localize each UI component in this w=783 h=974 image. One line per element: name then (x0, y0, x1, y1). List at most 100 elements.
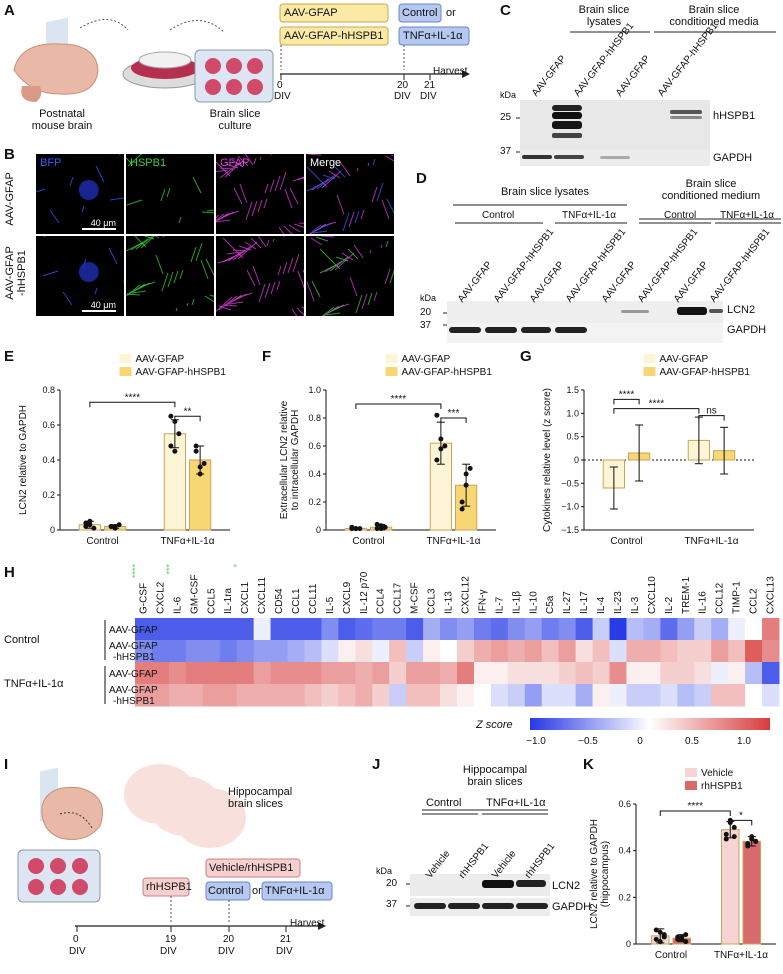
y-tick-label: 0.8 (42, 385, 55, 395)
data-point (731, 824, 737, 830)
data-point (467, 465, 473, 471)
data-point (438, 446, 444, 452)
panel-i-schematic (17, 764, 333, 932)
heatmap-column-label: CCL1 (291, 588, 302, 614)
c-marker-37: 37 (500, 146, 512, 157)
heatmap-cell (541, 618, 560, 641)
i-day-20: 20 (223, 934, 235, 945)
heatmap-cell (524, 684, 543, 707)
multiwell-plate-icon (194, 49, 274, 103)
heatmap-cell (389, 618, 407, 641)
significance-label: **** (619, 389, 635, 400)
y-tick-label: 1.5 (566, 385, 579, 395)
heatmap-row-label: -hHSPB1 (113, 652, 155, 663)
heatmap-cell (202, 662, 221, 685)
heatmap-cell (473, 662, 492, 685)
data-point (108, 524, 114, 529)
heatmap-star: *** (164, 564, 174, 575)
panel-c-blot (516, 31, 776, 166)
heatmap-cell (135, 618, 153, 641)
heatmap-cell (270, 684, 289, 707)
heatmap-cell (762, 684, 780, 707)
heatmap-column-label: CCL4 (376, 588, 387, 614)
heatmap-cell (168, 662, 187, 685)
brain-slices-icon (124, 764, 246, 848)
c-group1: Brain slice lysates (578, 4, 630, 28)
heatmap-cell (575, 618, 594, 641)
heatmap-cell (473, 618, 492, 641)
tnf-box (261, 881, 333, 901)
j-marker-37: 37 (386, 899, 398, 910)
data-point (349, 524, 355, 530)
heatmap-column-label: IL-3 (630, 596, 641, 614)
heatmap-cell (762, 618, 780, 641)
heatmap-cell (609, 684, 627, 707)
heatmap-cell (490, 684, 509, 707)
y-tick-label: 0 (316, 525, 321, 535)
zscore-colorbar: Z score −1.0 −0.5 0 0.5 1.0 (475, 718, 770, 747)
heatmap-cell (372, 684, 390, 707)
data-point (653, 936, 659, 942)
day-0-label: 0 (277, 80, 283, 91)
i-div: DIV (69, 946, 86, 957)
heatmap-cell (592, 640, 611, 663)
heatmap-cell (219, 684, 238, 707)
heatmap-cell (253, 640, 272, 663)
significance-bracket (613, 408, 700, 414)
heatmap-cell (355, 662, 373, 685)
heatmap-column-label: CD54 (274, 588, 285, 614)
b-row-label: AAV-GFAP (4, 172, 16, 226)
data-point (657, 929, 663, 935)
data-point (193, 443, 199, 449)
heatmap-cell (558, 618, 577, 641)
i-tnf-label: TNFα+IL-1α (265, 885, 325, 897)
heatmap-cell (355, 640, 373, 663)
heatmap-cell (440, 684, 458, 707)
c-band-gapdh: GAPDH (713, 152, 753, 164)
heatmap-cell (270, 662, 289, 685)
y-tick-label: 0.4 (618, 846, 631, 856)
x-category-label: TNFα+IL-1α (684, 536, 738, 547)
heatmap-cell (745, 640, 763, 663)
heatmap-column-label: CXCL2 (155, 581, 166, 614)
day-21-label: 21 (424, 80, 436, 91)
heatmap-cell (541, 684, 560, 707)
legend-label: rhHSPB1 (701, 781, 743, 792)
heatmap-cell (151, 684, 170, 707)
data-point (353, 526, 359, 532)
heatmap-cell (321, 684, 339, 707)
d-control-1: Control (482, 210, 515, 221)
heatmap-cell (151, 640, 170, 663)
significance-label: **** (649, 399, 665, 410)
micrograph-hspb1: HSPB1 (126, 154, 214, 234)
heatmap-cell (592, 662, 611, 685)
culture-dish-icon (122, 51, 208, 89)
i-div: DIV (160, 946, 177, 957)
heatmap-cell (304, 618, 322, 641)
div-label: DIV (274, 91, 291, 102)
heatmap-cell (168, 618, 187, 641)
i-day-21: 21 (280, 934, 292, 945)
heatmap-cell (406, 640, 424, 663)
micrograph-gfap: GFAP (216, 154, 304, 234)
b-row-label: AAV-GFAP -hHSPB1 (4, 246, 28, 300)
div-label: DIV (394, 91, 411, 102)
significance-bracket (355, 403, 442, 409)
multiwell-plate-icon (17, 849, 101, 903)
heatmap-cell (473, 684, 492, 707)
heatmap-column-label: CXCL11 (257, 577, 268, 614)
y-tick-label: 0.4 (42, 455, 55, 465)
heatmap-cell (287, 662, 305, 685)
heatmap-cell (490, 640, 509, 663)
or-label: or (446, 7, 456, 19)
heatmap-cell (338, 640, 356, 663)
heatmap-cell (660, 640, 678, 663)
y-tick-label: 0.2 (308, 497, 321, 507)
heatmap-cell (440, 618, 458, 641)
colorbar-tick: 0.5 (685, 736, 699, 747)
heatmap-cell (524, 662, 543, 685)
heatmap-cell (185, 684, 204, 707)
heatmap-cell (185, 640, 204, 663)
heatmap-cell (135, 684, 153, 707)
x-category-label: TNFα+IL-1α (714, 950, 768, 961)
